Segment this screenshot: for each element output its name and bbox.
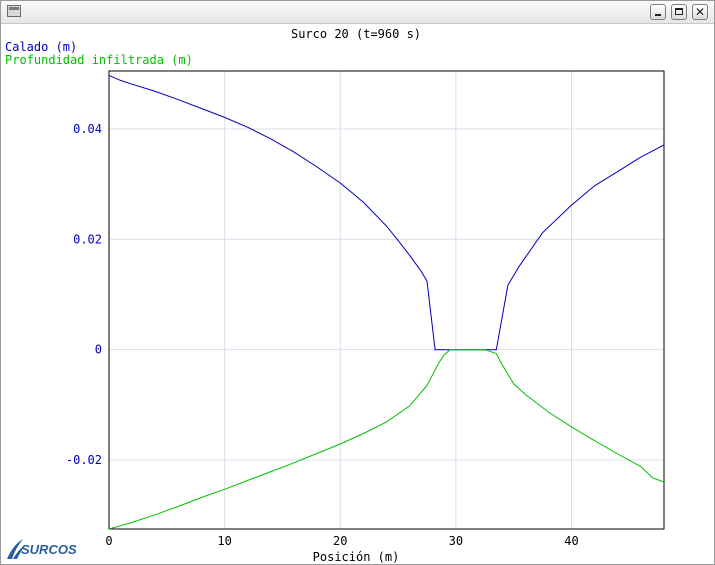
y-tick-label: 0.04	[73, 122, 102, 136]
x-axis: 0 10 20 30 40	[105, 534, 578, 548]
y-tick-label: 0	[95, 343, 102, 357]
y-tick-label: -0.02	[66, 453, 102, 467]
series-line-profundidad-infiltrada	[108, 349, 665, 530]
series-lines	[108, 74, 665, 530]
x-tick-label: 10	[217, 534, 231, 548]
x-tick-label: 40	[564, 534, 578, 548]
y-axis: -0.02 0 0.02 0.04	[66, 122, 102, 467]
legend-profundidad-infiltrada: Profundidad infiltrada (m)	[5, 53, 193, 67]
chart-title: Surco 20 (t=960 s)	[291, 27, 421, 41]
close-icon[interactable]: ✕	[692, 4, 708, 20]
legend-calado: Calado (m)	[5, 40, 77, 54]
x-tick-label: 30	[449, 534, 463, 548]
surcos-logo: SURCOS	[7, 539, 77, 559]
gridlines	[109, 71, 664, 529]
title-bar[interactable]: ✕	[1, 1, 714, 24]
app-window-icon[interactable]	[7, 5, 21, 17]
minimize-icon[interactable]	[650, 4, 666, 20]
logo-text: SURCOS	[21, 542, 77, 557]
logo-swoosh-icon	[7, 539, 23, 559]
plot-area	[108, 70, 665, 530]
maximize-icon[interactable]	[671, 4, 687, 20]
series-line-calado	[108, 74, 665, 351]
chart: Surco 20 (t=960 s) Calado (m) Profundida…	[5, 27, 665, 564]
y-tick-label: 0.02	[73, 232, 102, 246]
x-tick-label: 20	[333, 534, 347, 548]
x-axis-label: Posición (m)	[313, 550, 400, 564]
x-tick-label: 0	[105, 534, 112, 548]
